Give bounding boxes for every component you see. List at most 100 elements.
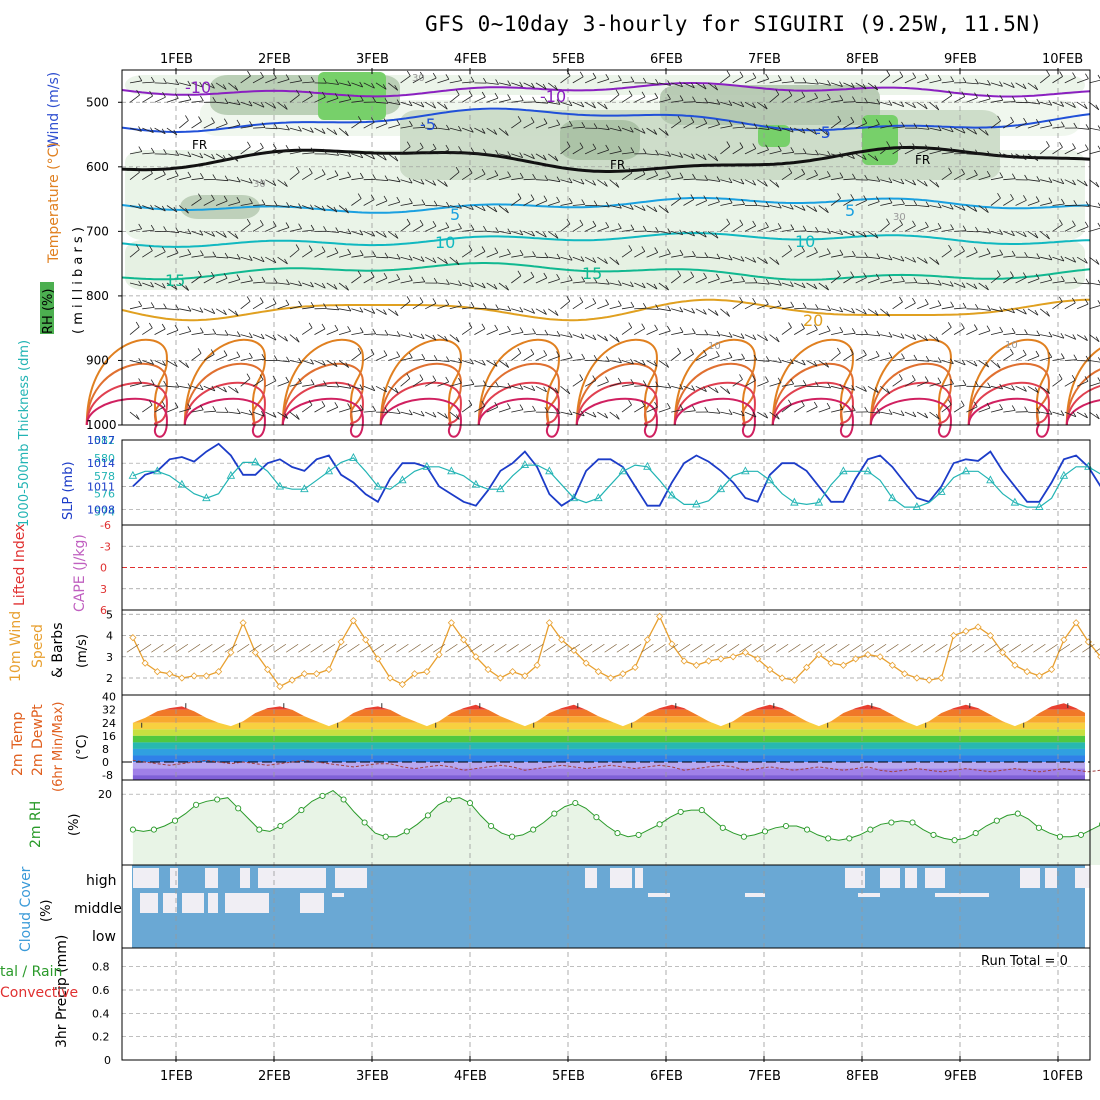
wind-barb	[1052, 224, 1063, 232]
wind-barb-flag	[335, 381, 340, 388]
wind-barb-flag	[592, 102, 596, 109]
bl-contour--1-1	[85, 362, 168, 426]
wind-barb-flag	[406, 70, 411, 77]
wind-barb-flag	[298, 146, 303, 152]
wind-barb-flag	[409, 120, 413, 127]
wind-barb-flag	[458, 203, 462, 209]
wind-barb	[351, 308, 364, 313]
wind-barb-flag	[1046, 311, 1050, 317]
wind-barb-flag	[420, 333, 425, 340]
wind-barb	[363, 385, 375, 392]
wind-barb	[129, 326, 140, 335]
wind-barb	[818, 127, 829, 136]
wind-barb	[695, 277, 707, 284]
wind-barb	[670, 198, 682, 206]
wind-barb-flag	[615, 182, 620, 188]
wind-barb	[228, 256, 241, 260]
wind-barb	[216, 334, 229, 336]
wind-barb-flag	[273, 355, 278, 361]
y-label-temp-unit: (°C)	[75, 734, 90, 760]
wind-barb	[953, 328, 965, 335]
wind-barb-flag	[592, 298, 597, 304]
wind-barb-flag	[825, 284, 829, 291]
wind-barb	[179, 308, 192, 312]
x-tick-bottom-6FEB: 6FEB	[650, 1069, 683, 1084]
wind-barb	[695, 385, 707, 392]
wind-barb	[880, 385, 890, 395]
wind-barb-flag	[309, 90, 313, 97]
wind-barb	[375, 256, 389, 259]
wind-barb-flag	[653, 283, 658, 290]
wind-barb-flag	[987, 227, 991, 234]
wind-barb-flag	[1072, 334, 1077, 340]
wind-barb	[1003, 353, 1014, 361]
wind-barb-flag	[483, 303, 487, 309]
wind-barb-flag	[937, 125, 942, 131]
wind-barb-flag	[333, 284, 338, 290]
wind-marker	[950, 631, 958, 640]
wind-barb	[757, 149, 769, 155]
wind-barb-flag	[815, 149, 819, 156]
wind-barb-flag	[1061, 275, 1065, 282]
wind-barb	[498, 282, 509, 291]
wind-barb	[904, 148, 916, 155]
wind-barb-flag	[874, 232, 879, 239]
wind-barb-flag	[950, 224, 954, 230]
cloud-gap-high-7	[335, 868, 357, 888]
wind-barb-flag	[642, 380, 647, 386]
wind-barb-flag	[888, 197, 893, 204]
wind-barb	[1027, 201, 1040, 206]
wind-barb-flag	[667, 80, 671, 86]
wind-barb	[720, 357, 733, 361]
wind-barb-flag	[949, 281, 954, 287]
wind-barb-flag	[827, 150, 831, 157]
wind-barb-flag	[321, 323, 326, 330]
rh-marker	[888, 819, 895, 826]
wind-barb	[535, 101, 548, 104]
wind-barb	[966, 82, 979, 85]
wind-barb	[892, 126, 905, 129]
wind-barb	[757, 381, 769, 387]
wind-barb-flag	[544, 97, 549, 104]
wind-barb-flag	[493, 129, 498, 135]
wind-barb-flag	[455, 259, 460, 266]
wind-barb-flag	[1060, 353, 1065, 359]
wind-barb-flag	[383, 309, 387, 315]
wind-barb	[744, 77, 757, 84]
wind-barb	[904, 179, 916, 186]
wind-barb-flag	[335, 79, 340, 85]
wind-barb-flag	[987, 305, 991, 311]
wind-barb-flag	[359, 81, 364, 88]
wind-barb-flag	[432, 257, 437, 263]
y-tick-temp: 16	[102, 730, 116, 743]
wind-barb-flag	[382, 84, 387, 90]
wind-barb-flag	[937, 74, 942, 81]
wind-barb	[671, 153, 683, 158]
wind-barb-flag	[1022, 231, 1027, 238]
wind-barb-flag	[579, 71, 584, 78]
wind-barb-flag	[200, 95, 204, 102]
wind10m-barb	[1069, 643, 1083, 653]
wind-barb	[1039, 308, 1050, 317]
cloud-gap-high-11	[635, 868, 643, 888]
wind-barb-flag	[310, 76, 315, 83]
wind-barb	[953, 360, 966, 366]
wind-barb-flag	[788, 90, 793, 96]
wind-marker	[178, 674, 186, 682]
wind-barb-flag	[628, 322, 633, 328]
wind-barb-flag	[913, 122, 918, 129]
wind-barb	[1052, 301, 1063, 310]
wind-barb	[560, 125, 573, 129]
wind-barb	[831, 254, 843, 258]
wind-barb	[375, 277, 388, 284]
wind10m-barb	[163, 643, 176, 653]
wind-barb	[511, 332, 524, 335]
wind-barb	[818, 282, 829, 291]
wind-barb	[142, 327, 153, 335]
wind-barb	[474, 251, 486, 258]
wind-barb-flag	[975, 149, 979, 155]
wind-barb	[658, 153, 671, 157]
wind-barb-flag	[850, 116, 855, 123]
wind-barb	[892, 281, 905, 284]
wind-barb	[880, 125, 893, 129]
